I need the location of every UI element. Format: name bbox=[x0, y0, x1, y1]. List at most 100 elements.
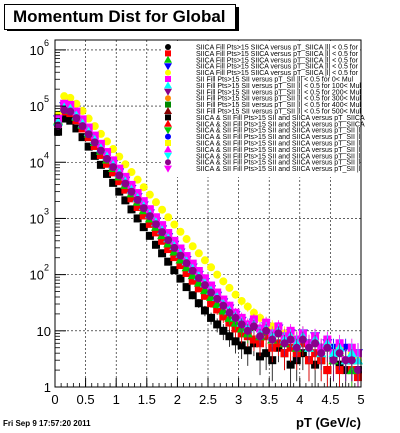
data-point bbox=[200, 256, 209, 265]
data-point bbox=[207, 281, 216, 290]
data-point bbox=[72, 124, 81, 133]
legend-entry: SII Fill Pts>15 SII versus pT_SII |l| < … bbox=[196, 102, 361, 109]
data-point bbox=[127, 168, 136, 177]
data-point bbox=[127, 187, 136, 196]
legend-entry: SIICA Fill Pts>15 SIICA versus pT_SIICA … bbox=[196, 51, 359, 58]
y-tick-exponent: 3 bbox=[44, 206, 49, 216]
y-tick-exponent: 6 bbox=[44, 38, 49, 48]
data-point bbox=[115, 171, 124, 180]
data-point bbox=[207, 263, 216, 272]
x-tick-label: 0.5 bbox=[77, 392, 95, 407]
y-tick-label: 1 bbox=[44, 380, 51, 395]
data-point bbox=[304, 343, 313, 352]
data-point bbox=[66, 93, 75, 102]
series-layer bbox=[53, 92, 363, 387]
data-point bbox=[158, 205, 167, 214]
data-point bbox=[213, 305, 222, 314]
legend-entry: SIICA & SII Fill Pts>15 SII and SIICA ve… bbox=[196, 141, 362, 148]
data-point bbox=[164, 236, 173, 245]
data-point bbox=[103, 159, 112, 168]
legend-marker bbox=[164, 119, 172, 127]
y-tick-label: 10 bbox=[30, 155, 44, 170]
legend-marker bbox=[164, 63, 172, 71]
legend-entry: SIICA & SII Fill Pts>15 SII and SIICA ve… bbox=[196, 134, 362, 141]
data-point bbox=[262, 349, 271, 358]
data-point bbox=[170, 243, 179, 252]
data-point bbox=[103, 137, 112, 146]
legend-entry: SIICA Fill Pts>15 SIICA versus pT_SIICA … bbox=[196, 64, 359, 71]
data-point bbox=[60, 106, 69, 115]
data-point bbox=[103, 169, 112, 178]
y-tick-exponent: 5 bbox=[44, 94, 49, 104]
data-point bbox=[158, 249, 167, 258]
timestamp: Fri Sep 9 17:57:20 2011 bbox=[3, 419, 91, 428]
data-point bbox=[96, 160, 105, 169]
data-point bbox=[213, 320, 222, 329]
data-point bbox=[207, 313, 216, 322]
data-point bbox=[164, 229, 173, 238]
data-point bbox=[213, 294, 222, 303]
legend: SIICA Fill Pts>15 SIICA versus pT_SIICA … bbox=[162, 41, 365, 177]
legend-entry: SII Fill Pts>15 SII versus pT_SII |l| < … bbox=[196, 96, 361, 103]
data-point bbox=[286, 360, 295, 369]
x-tick-label: 2.5 bbox=[199, 392, 217, 407]
legend-marker bbox=[164, 81, 172, 89]
chart-title: Momentum Dist for Global bbox=[4, 4, 236, 30]
data-point bbox=[182, 259, 191, 268]
data-point bbox=[249, 308, 258, 317]
x-tick-label: 4.5 bbox=[321, 392, 339, 407]
data-point bbox=[164, 213, 173, 222]
data-point bbox=[145, 231, 154, 240]
data-point bbox=[133, 214, 142, 223]
data-point bbox=[194, 284, 203, 293]
data-point bbox=[256, 352, 265, 361]
data-point bbox=[188, 291, 197, 300]
data-point bbox=[243, 326, 252, 335]
data-point bbox=[109, 145, 118, 154]
data-point bbox=[158, 228, 167, 237]
x-tick-label: 0 bbox=[51, 392, 58, 407]
data-point bbox=[127, 205, 136, 214]
data-point bbox=[176, 261, 185, 270]
data-point bbox=[139, 183, 148, 192]
legend-marker bbox=[164, 88, 172, 96]
data-point bbox=[194, 249, 203, 258]
data-point bbox=[145, 219, 154, 228]
data-point bbox=[237, 320, 246, 329]
data-point bbox=[188, 276, 197, 285]
data-point bbox=[225, 308, 234, 317]
legend-marker bbox=[164, 145, 172, 153]
data-point bbox=[78, 133, 87, 142]
data-point bbox=[109, 178, 118, 187]
data-point bbox=[145, 190, 154, 199]
legend-entry: SIICA & SII Fill Pts>15 SII and SIICA ve… bbox=[196, 128, 362, 135]
x-tick-label: 3 bbox=[235, 392, 242, 407]
legend-entry: SII Fill Pts>15 SII versus pT_SII |l| < … bbox=[196, 83, 361, 90]
data-point bbox=[139, 223, 148, 232]
data-point bbox=[188, 259, 197, 268]
legend-marker bbox=[164, 165, 172, 173]
data-point bbox=[121, 185, 130, 194]
x-axis-label: pT (GeV/c) bbox=[296, 415, 361, 430]
data-point bbox=[78, 122, 87, 131]
data-point bbox=[213, 270, 222, 279]
legend-entry: SIICA & SII Fill Pts>15 SII and SIICA ve… bbox=[196, 166, 362, 173]
data-point bbox=[335, 349, 344, 358]
data-point bbox=[54, 121, 63, 130]
data-point bbox=[317, 349, 326, 358]
legend-marker bbox=[165, 44, 171, 50]
legend-marker bbox=[165, 159, 171, 166]
x-tick-label: 5 bbox=[357, 392, 364, 407]
data-point bbox=[121, 160, 130, 169]
data-point bbox=[151, 198, 160, 207]
data-point bbox=[109, 168, 118, 177]
data-point bbox=[274, 329, 283, 338]
legend-entry: SII Fill Pts>15 SII versus pT_SII |l| < … bbox=[196, 109, 361, 116]
legend-marker bbox=[165, 95, 171, 102]
data-point bbox=[200, 274, 209, 283]
data-point bbox=[200, 281, 209, 290]
legend-entry: SIICA Fill Pts>15 SIICA versus pT_SIICA … bbox=[196, 45, 359, 52]
x-tick-label: 1.5 bbox=[138, 392, 156, 407]
legend-marker bbox=[165, 50, 171, 57]
y-tick-exponent: 2 bbox=[44, 263, 49, 273]
